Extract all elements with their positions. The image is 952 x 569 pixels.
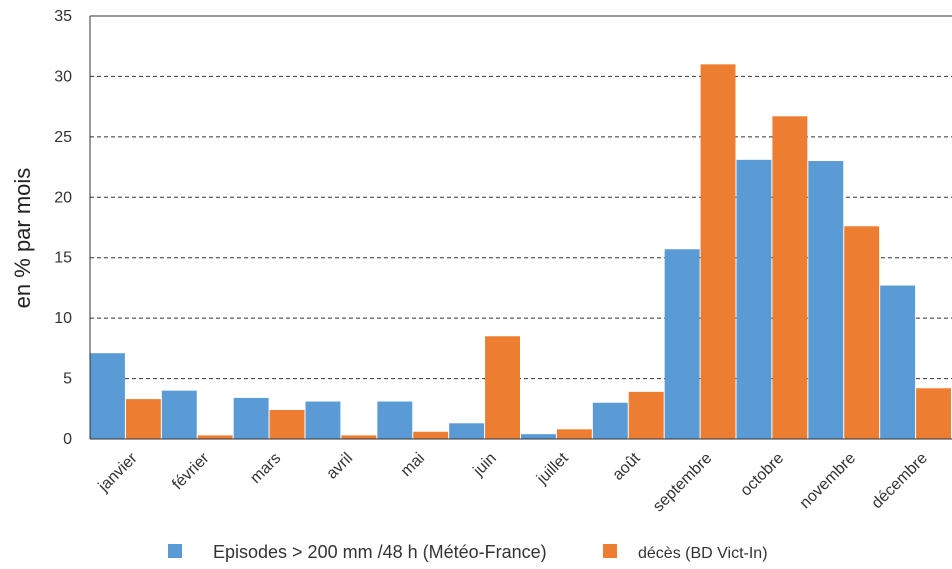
bar-deces <box>556 429 592 439</box>
y-tick-label: 15 <box>54 250 72 267</box>
bar-episodes <box>377 401 413 439</box>
bar-episodes <box>161 390 197 439</box>
x-tick-label: juin <box>470 450 500 480</box>
x-tick-labels: janvier février mars avril mai juin juillet aoû… <box>95 449 931 515</box>
y-tick-label: 5 <box>63 371 72 388</box>
y-tick-label: 35 <box>54 8 72 25</box>
x-tick-label: mai <box>398 450 428 480</box>
x-tick-label: janvier <box>95 449 142 496</box>
bar-deces <box>197 435 233 439</box>
bar-deces <box>628 391 664 439</box>
legend-swatch <box>168 544 182 558</box>
legend-label: décès (BD Vict-In) <box>638 545 768 562</box>
bar-deces <box>772 116 808 439</box>
bar-deces <box>269 409 305 439</box>
x-tick-label: septembre <box>650 450 716 516</box>
bar-episodes <box>233 397 269 439</box>
x-tick-label: février <box>169 449 213 493</box>
bar-episodes <box>305 401 341 439</box>
x-tick-label: octobre <box>737 450 787 500</box>
bar-episodes <box>880 285 916 439</box>
y-tick-label: 10 <box>54 310 72 327</box>
bar-deces <box>485 336 520 439</box>
bar-episodes <box>592 402 628 439</box>
y-axis-title: en % par mois <box>10 168 35 309</box>
legend-label: Episodes > 200 mm /48 h (Météo-France) <box>213 542 547 562</box>
bar-deces <box>844 226 880 439</box>
y-tick-label: 20 <box>54 189 72 206</box>
bar-deces <box>916 388 951 439</box>
x-tick-label: juillet <box>533 449 572 488</box>
bar-deces <box>341 435 377 439</box>
x-tick-label: avril <box>323 450 356 483</box>
bar-episodes <box>736 159 772 439</box>
bars <box>90 64 951 439</box>
bar-episodes <box>521 434 556 439</box>
x-tick-label: décembre <box>869 450 931 512</box>
x-tick-label: novembre <box>797 450 859 512</box>
bar-deces <box>413 431 449 439</box>
y-tick-labels: 0 5 10 15 20 25 30 35 <box>54 8 72 448</box>
x-tick-label: mars <box>247 450 284 487</box>
legend: Episodes > 200 mm /48 h (Météo-France) dé… <box>168 542 768 562</box>
axes <box>89 15 952 440</box>
bar-deces <box>125 399 161 439</box>
y-tick-label: 25 <box>54 129 72 146</box>
x-tick-label: août <box>610 449 644 483</box>
y-tick-label: 0 <box>63 431 72 448</box>
bar-episodes <box>449 423 485 439</box>
bar-deces <box>700 64 736 439</box>
bar-episodes <box>90 353 125 439</box>
legend-swatch <box>603 544 617 558</box>
bar-episodes <box>808 161 844 439</box>
bar-episodes <box>664 249 700 439</box>
y-tick-label: 30 <box>54 68 72 85</box>
